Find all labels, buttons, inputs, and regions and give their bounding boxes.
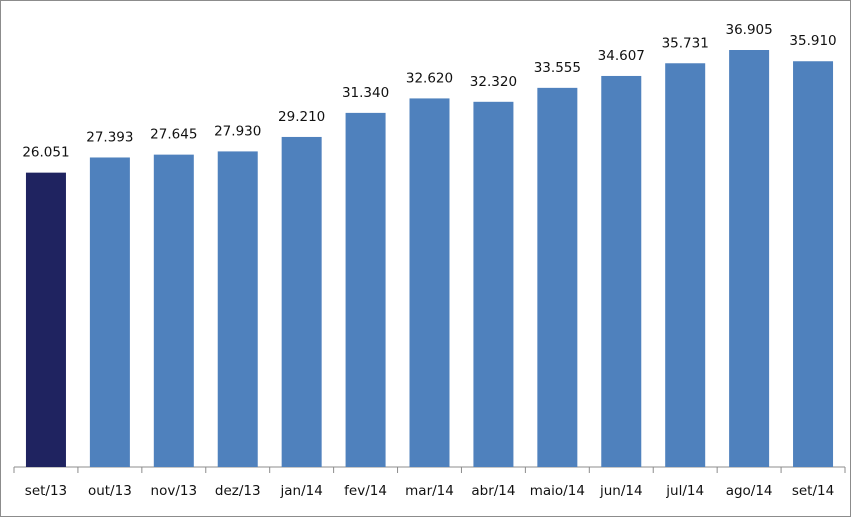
bar [729, 50, 770, 467]
bar [473, 101, 514, 468]
value-label: 36.905 [725, 22, 772, 38]
x-tick-label: jun/14 [599, 483, 643, 499]
value-label: 27.930 [214, 123, 261, 139]
x-tick-label: set/14 [792, 483, 834, 499]
x-tick-label: jan/14 [279, 483, 322, 499]
value-label: 32.620 [406, 70, 453, 86]
value-label: 35.910 [789, 33, 836, 49]
value-label: 35.731 [662, 35, 709, 51]
bar [25, 172, 66, 468]
bar [217, 151, 258, 467]
bar [793, 61, 834, 467]
bar [89, 157, 130, 468]
value-label: 26.051 [22, 145, 69, 161]
x-tick-label: maio/14 [530, 483, 585, 499]
x-tick-label: out/13 [88, 483, 132, 499]
x-tick-label: nov/13 [151, 483, 198, 499]
value-label: 34.607 [598, 48, 645, 64]
x-tick-label: fev/14 [344, 483, 387, 499]
bar [409, 98, 450, 467]
bar [537, 87, 578, 467]
x-tick-label: ago/14 [726, 483, 773, 499]
value-label: 27.393 [86, 129, 133, 145]
bar [665, 63, 706, 468]
value-label: 32.320 [470, 74, 517, 90]
value-label: 27.645 [150, 127, 197, 143]
x-tick-label: mar/14 [405, 483, 454, 499]
bar [281, 136, 322, 467]
bar [601, 75, 642, 467]
bar [153, 154, 194, 467]
bar [345, 112, 386, 468]
x-tick-label: jul/14 [665, 483, 704, 499]
x-tick-label: abr/14 [471, 483, 515, 499]
value-label: 31.340 [342, 85, 389, 101]
value-label: 29.210 [278, 109, 325, 125]
x-tick-label: set/13 [25, 483, 67, 499]
x-tick-label: dez/13 [215, 483, 261, 499]
value-label: 33.555 [534, 60, 581, 76]
